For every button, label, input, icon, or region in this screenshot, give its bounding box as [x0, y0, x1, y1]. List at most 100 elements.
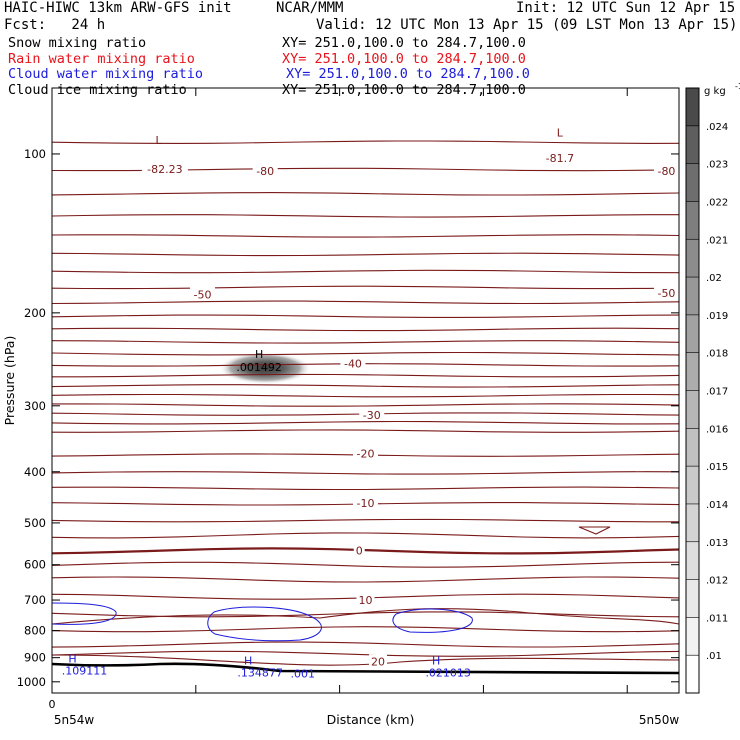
- temperature-contour: [51, 384, 680, 388]
- temperature-contour-label: 20: [371, 656, 385, 669]
- temperature-contour: [51, 285, 680, 290]
- contour-label-bg: [141, 161, 188, 175]
- field-xy-2: XY= 251.0,100.0 to 284.7,100.0: [286, 66, 530, 82]
- colorbar-level-label: .01: [706, 651, 722, 662]
- colorbar-swatch: [686, 428, 699, 467]
- cloud-water-max-value: .134877: [237, 666, 283, 679]
- colorbar-swatch: [686, 277, 699, 316]
- forecast-hour: Fcst: 24 h: [4, 17, 106, 33]
- cloud-water-max-marker: H: [68, 653, 76, 666]
- colorbar-swatch: [686, 390, 699, 429]
- colorbar-swatch: [686, 201, 699, 240]
- temperature-contour: [51, 393, 680, 398]
- colorbar-swatch: [686, 503, 699, 543]
- colorbar-level-label: .011: [706, 613, 728, 624]
- y-tick-label: 100: [24, 147, 46, 161]
- cloud-water-max-value: .109111: [62, 665, 108, 678]
- field-xy-3: XY= 251.0,100.0 to 284.7,100.0: [282, 81, 526, 98]
- temperature-low-marker: L: [156, 134, 163, 147]
- y-tick-label: 600: [24, 558, 46, 572]
- y-tick-label: 400: [24, 465, 46, 479]
- temperature-contour: [51, 327, 680, 332]
- colorbar-swatch: [686, 125, 699, 165]
- contour-label-bg: [353, 495, 378, 509]
- contour-label-bg: [340, 356, 366, 370]
- cloud-water-max-value: .021013: [425, 666, 471, 679]
- contour-label-bg: [353, 542, 365, 556]
- contour-label-bg: [252, 163, 278, 177]
- colorbar-swatch: [686, 352, 699, 391]
- temperature-contour: [51, 626, 680, 633]
- temperature-contour: [51, 340, 680, 344]
- temperature-contour: [51, 532, 680, 539]
- colorbar-swatch: [686, 88, 699, 127]
- temperature-contour: [51, 269, 680, 274]
- temperature-contour: [578, 526, 611, 535]
- y-tick-label: 800: [24, 624, 46, 638]
- temperature-contour: [51, 576, 680, 583]
- temperature-contour-label: -20: [357, 447, 375, 460]
- temperature-contour: [51, 234, 680, 238]
- temperature-contour: [51, 561, 680, 568]
- valid-time: Valid: 12 UTC Mon 13 Apr 15 (09 LST Mon …: [316, 17, 738, 33]
- colorbar-level-label: .022: [706, 197, 728, 208]
- colorbar-unit: g kg: [704, 86, 726, 97]
- colorbar-swatch: [686, 314, 699, 354]
- colorbar-swatch: [686, 239, 699, 278]
- colorbar-level-label: .014: [706, 500, 728, 511]
- snow-mixing-ratio-shading: [219, 352, 312, 385]
- temperature-contour-label: -80: [256, 165, 274, 178]
- colorbar-swatch: [686, 466, 699, 505]
- colorbar-swatch: [686, 579, 699, 618]
- surface-pressure-line: [51, 662, 680, 675]
- field-name-2: Cloud water mixing ratio: [8, 66, 204, 82]
- temperature-contour: [51, 314, 680, 318]
- colorbar-level-label: .015: [706, 462, 728, 473]
- temperature-contour: [51, 214, 679, 218]
- x-axis-label: Distance (km): [327, 712, 415, 727]
- y-axis-label: Pressure (hPa): [2, 336, 17, 426]
- temperature-contour: [51, 252, 680, 257]
- field-name-0: Snow mixing ratio: [8, 35, 147, 51]
- temperature-contour-label: -81.7: [546, 152, 574, 165]
- colorbar-swatch: [686, 655, 699, 694]
- temperature-contour-label: -50: [193, 288, 211, 301]
- plot-frame: [51, 87, 680, 694]
- x-left-location-label: 5n54w: [54, 713, 95, 727]
- snow-max-marker: H: [255, 348, 263, 361]
- colorbar-swatch: [686, 617, 699, 656]
- colorbar-level-label: .017: [706, 387, 728, 398]
- cloud-water-max-marker: H: [432, 654, 440, 667]
- y-tick-label: 900: [24, 651, 46, 665]
- colorbar-level-label: .021: [706, 235, 728, 246]
- field-xy-0: XY= 251.0,100.0 to 284.7,100.0: [282, 35, 526, 51]
- temperature-contour: [51, 429, 680, 433]
- temperature-contour: [51, 140, 680, 144]
- temperature-contour: [51, 420, 680, 425]
- contour-label-bg: [369, 654, 388, 668]
- y-tick-label: 300: [24, 399, 46, 413]
- temperature-contour: [51, 192, 680, 196]
- contour-label-bg: [359, 407, 385, 421]
- contour-label-bg: [189, 286, 215, 300]
- temperature-contour-label: -40: [344, 358, 362, 371]
- temperature-contour-label: -10: [357, 497, 375, 510]
- contour-label-bg: [653, 163, 679, 177]
- temperature-contour-label: -50: [657, 287, 675, 300]
- temperature-contour-label: -80: [657, 165, 675, 178]
- temperature-contour: [51, 650, 680, 657]
- cloud-water-contour: [207, 606, 322, 642]
- temperature-contour: [51, 486, 680, 491]
- snow-max-value: .001492: [236, 361, 282, 374]
- temperature-contour: [51, 351, 680, 356]
- colorbar-level-label: .012: [706, 576, 728, 587]
- colorbar-level-label: .02: [706, 273, 722, 284]
- chart-title: HAIC-HIWC 13km ARW-GFS init: [4, 0, 232, 16]
- y-tick-label: 700: [24, 593, 46, 607]
- field-xy-1: XY= 251.0,100.0 to 284.7,100.0: [282, 50, 526, 67]
- contour-label-bg: [653, 285, 679, 299]
- temperature-contour: [51, 471, 680, 475]
- colorbar-level-label: .024: [706, 122, 728, 133]
- init-time: Init: 12 UTC Sun 12 Apr 15: [516, 0, 736, 16]
